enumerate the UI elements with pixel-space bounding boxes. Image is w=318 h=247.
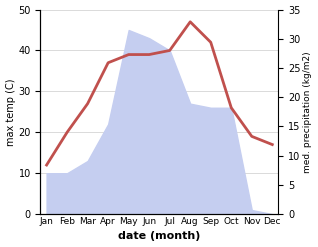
X-axis label: date (month): date (month) bbox=[118, 231, 201, 242]
Y-axis label: max temp (C): max temp (C) bbox=[5, 78, 16, 145]
Y-axis label: med. precipitation (kg/m2): med. precipitation (kg/m2) bbox=[303, 51, 313, 173]
